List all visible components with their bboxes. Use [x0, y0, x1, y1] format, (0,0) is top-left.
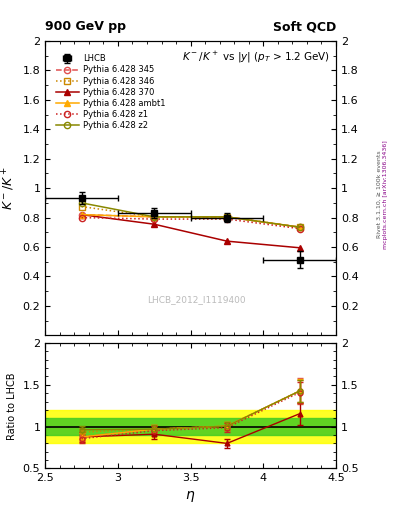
Pythia 6.428 345 — [225, 214, 230, 220]
Y-axis label: Ratio to LHCB: Ratio to LHCB — [7, 372, 17, 439]
Text: $K^-/K^+$ vs $|y|$ ($p_T$ > 1.2 GeV): $K^-/K^+$ vs $|y|$ ($p_T$ > 1.2 GeV) — [182, 50, 330, 65]
Pythia 6.428 345 — [152, 214, 156, 220]
Pythia 6.428 z2 — [297, 224, 302, 230]
Bar — [45, 410, 336, 443]
Pythia 6.428 ambt1 — [225, 214, 230, 220]
Pythia 6.428 z2 — [79, 200, 84, 206]
Bar — [45, 418, 336, 435]
Line: Pythia 6.428 346: Pythia 6.428 346 — [79, 203, 303, 230]
Pythia 6.428 346 — [225, 214, 230, 220]
Text: LHCB_2012_I1119400: LHCB_2012_I1119400 — [147, 295, 246, 305]
Line: Pythia 6.428 345: Pythia 6.428 345 — [79, 211, 303, 230]
Text: mcplots.cern.ch [arXiv:1306.3436]: mcplots.cern.ch [arXiv:1306.3436] — [384, 140, 388, 249]
Pythia 6.428 z1 — [152, 216, 156, 222]
Pythia 6.428 ambt1 — [79, 211, 84, 218]
Pythia 6.428 370 — [79, 211, 84, 218]
Line: Pythia 6.428 z1: Pythia 6.428 z1 — [79, 215, 303, 232]
Y-axis label: $K^-/K^+$: $K^-/K^+$ — [1, 166, 17, 210]
Text: 900 GeV pp: 900 GeV pp — [45, 20, 126, 33]
Pythia 6.428 346 — [297, 224, 302, 230]
Pythia 6.428 z2 — [225, 214, 230, 220]
Line: Pythia 6.428 z2: Pythia 6.428 z2 — [79, 200, 303, 230]
Text: Soft QCD: Soft QCD — [273, 20, 336, 33]
X-axis label: $\eta$: $\eta$ — [185, 489, 196, 504]
Pythia 6.428 ambt1 — [152, 214, 156, 220]
Pythia 6.428 z1 — [297, 226, 302, 232]
Legend: LHCB, Pythia 6.428 345, Pythia 6.428 346, Pythia 6.428 370, Pythia 6.428 ambt1, : LHCB, Pythia 6.428 345, Pythia 6.428 346… — [52, 51, 169, 133]
Pythia 6.428 z1 — [79, 215, 84, 221]
Text: Rivet 3.1.10, ≥ 100k events: Rivet 3.1.10, ≥ 100k events — [377, 151, 382, 239]
Line: Pythia 6.428 ambt1: Pythia 6.428 ambt1 — [79, 211, 303, 230]
Pythia 6.428 370 — [225, 238, 230, 244]
Pythia 6.428 370 — [297, 245, 302, 251]
Pythia 6.428 346 — [79, 203, 84, 209]
Pythia 6.428 ambt1 — [297, 224, 302, 230]
Pythia 6.428 346 — [152, 214, 156, 220]
Pythia 6.428 345 — [79, 211, 84, 218]
Line: Pythia 6.428 370: Pythia 6.428 370 — [79, 211, 303, 251]
Pythia 6.428 345 — [297, 224, 302, 230]
Pythia 6.428 z2 — [152, 214, 156, 220]
Pythia 6.428 370 — [152, 221, 156, 227]
Pythia 6.428 z1 — [225, 216, 230, 222]
